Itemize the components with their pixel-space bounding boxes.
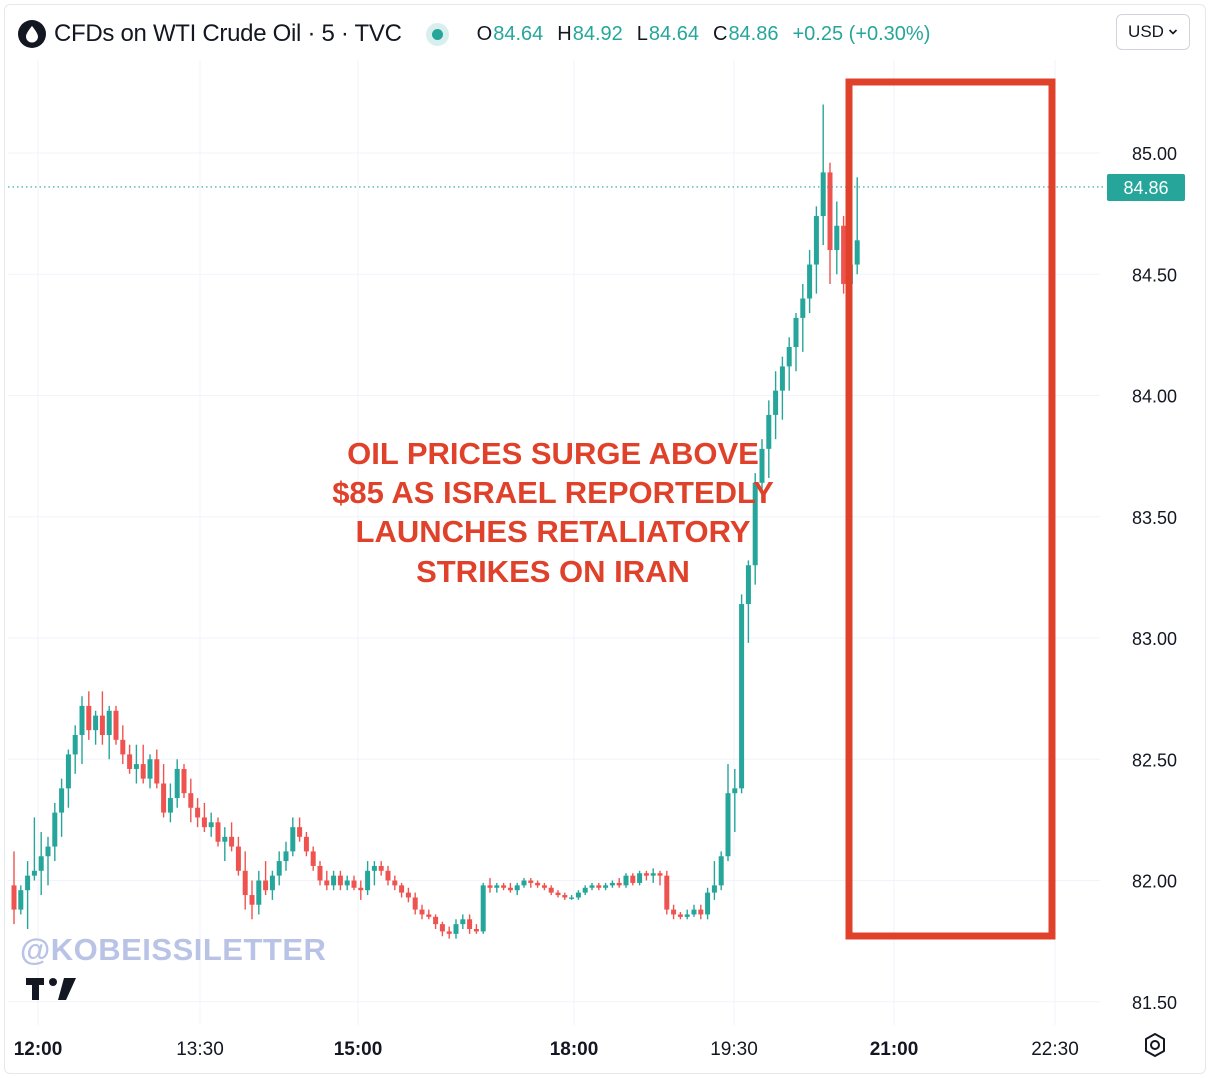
market-open-dot-icon bbox=[431, 28, 443, 40]
currency-selector[interactable]: USD bbox=[1116, 14, 1190, 50]
open-value: O84.64 bbox=[476, 22, 544, 45]
chart-header: CFDs on WTI Crude Oil · 5 · TVC O84.64 H… bbox=[18, 14, 930, 54]
chevron-down-icon bbox=[1168, 29, 1178, 35]
high-value: H84.92 bbox=[557, 22, 623, 45]
ohlc-readout: O84.64 H84.92 L84.64 C84.86 +0.25 (+0.30… bbox=[477, 23, 931, 46]
close-value: C84.86 bbox=[712, 22, 779, 45]
oil-drop-icon[interactable] bbox=[18, 20, 46, 48]
low-value: L84.64 bbox=[636, 22, 699, 45]
tradingview-logo-icon[interactable] bbox=[26, 976, 78, 1007]
settings-gear-icon[interactable] bbox=[1140, 1030, 1170, 1065]
chart-frame bbox=[4, 4, 1206, 1074]
watermark-handle: @KOBEISSILETTER bbox=[20, 932, 327, 967]
symbol-title[interactable]: CFDs on WTI Crude Oil · 5 · TVC bbox=[54, 20, 402, 47]
change-value: +0.25 (+0.30%) bbox=[792, 22, 931, 45]
currency-label: USD bbox=[1128, 22, 1164, 41]
